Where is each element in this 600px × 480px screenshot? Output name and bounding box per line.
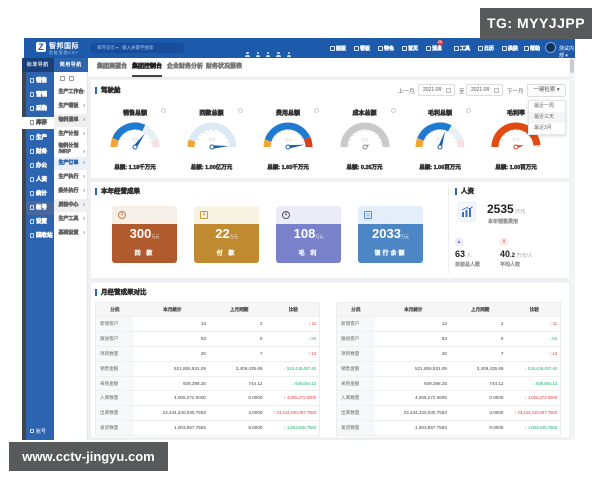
svg-text:万元: 万元 xyxy=(513,138,521,142)
svg-text:万元: 万元 xyxy=(361,138,369,142)
svg-text:万元: 万元 xyxy=(132,138,139,142)
svg-text:万元: 万元 xyxy=(208,138,215,142)
svg-text:万元: 万元 xyxy=(437,138,445,142)
svg-text:万元: 万元 xyxy=(285,138,293,142)
